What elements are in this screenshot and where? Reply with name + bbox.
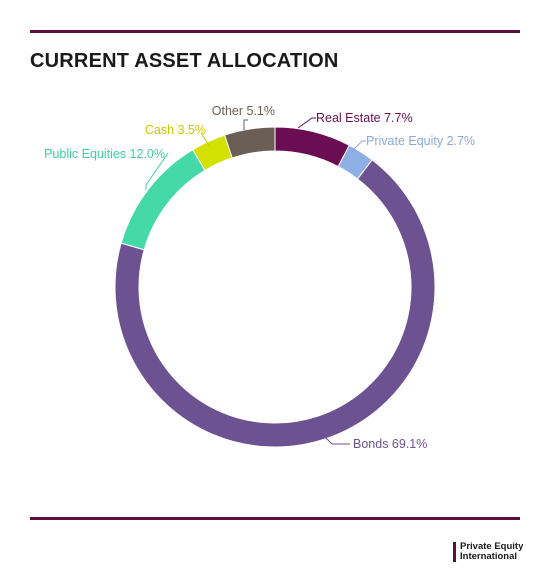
brand-logo: Private Equity International xyxy=(453,542,523,562)
leader-private-equity xyxy=(351,140,366,152)
bottom-rule xyxy=(30,517,520,520)
label-other: Other 5.1% xyxy=(212,104,275,118)
slice-public-equities xyxy=(120,149,206,251)
label-bonds: Bonds 69.1% xyxy=(353,437,427,451)
top-rule xyxy=(30,30,520,33)
label-real-estate: Real Estate 7.7% xyxy=(316,111,413,125)
label-private-equity: Private Equity 2.7% xyxy=(366,134,475,148)
leader-other xyxy=(243,119,248,130)
slice-labels: Real Estate 7.7% Private Equity 2.7% Bonds… xyxy=(44,104,475,451)
leader-bonds xyxy=(325,437,350,445)
brand-line-1: Private Equity xyxy=(460,541,524,552)
slice-real-estate xyxy=(274,126,351,168)
label-leader-lines xyxy=(145,117,366,445)
chart-title: CURRENT ASSET ALLOCATION xyxy=(30,50,339,72)
label-public-equities: Public Equities 12.0% xyxy=(44,147,165,161)
leader-real-estate xyxy=(297,117,316,129)
label-cash: Cash 3.5% xyxy=(145,123,206,137)
slice-bonds xyxy=(114,159,436,448)
brand-line-2: International xyxy=(460,551,518,562)
donut-slices xyxy=(114,126,436,448)
leader-cash xyxy=(200,132,211,148)
slice-other xyxy=(224,126,276,159)
leader-public-equities xyxy=(145,152,169,190)
